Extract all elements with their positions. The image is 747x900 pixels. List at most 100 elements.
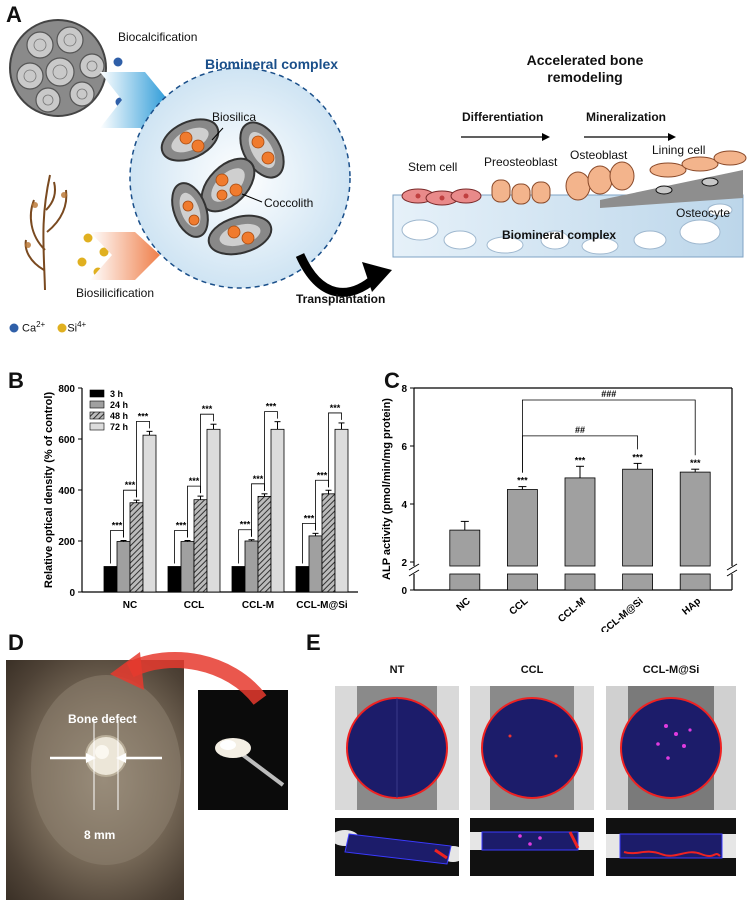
legend-swatch	[89, 422, 105, 431]
significance-stars: ***	[112, 520, 123, 530]
si-legend-label: Si	[67, 322, 78, 335]
y-tick-label: 800	[58, 384, 75, 395]
x-category-label: CCL	[508, 596, 531, 618]
microct-side-ccl-m-si	[606, 818, 736, 876]
significance-bracket	[136, 420, 150, 498]
y-axis-title: Relative optical density (% of control)	[43, 392, 55, 589]
significance-stars: ***	[575, 455, 586, 465]
accelerated-remodeling-title: Accelerated bone remodeling	[505, 52, 665, 86]
significance-stars: ***	[125, 480, 136, 490]
coccolith-label: Coccolith	[264, 196, 314, 210]
bone-defect-label: Bone defect	[68, 712, 137, 726]
bar	[506, 489, 538, 567]
biomineral-complex-label: Biomineral complex	[502, 228, 617, 242]
bar-72h	[334, 428, 349, 593]
column-label-ccl: CCL	[520, 664, 544, 676]
legend-label: 72 h	[110, 422, 128, 432]
x-category-label: NC	[123, 600, 137, 611]
transplantation-arrow	[295, 253, 378, 297]
significance-stars: ***	[266, 402, 277, 412]
axis-break-mark	[726, 569, 738, 577]
y-tick-label: 2	[401, 558, 407, 569]
bar-lower-segment	[679, 573, 711, 591]
bar-72h	[270, 428, 285, 593]
bar-48h	[321, 493, 336, 593]
panel-b-letter: B	[8, 368, 24, 393]
defect-size-label: 8 mm	[84, 828, 116, 842]
y-tick-label: 6	[401, 442, 407, 453]
significance-bracket	[328, 412, 342, 488]
biosilicification-label: Biosilicification	[76, 286, 155, 300]
panel-a-letter: A	[6, 2, 22, 27]
legend-swatch	[89, 400, 105, 409]
bar-lower-segment	[506, 573, 538, 591]
osteoblast-label: Osteoblast	[570, 148, 628, 162]
biomineral-complex-title: Biomineral complex	[205, 56, 339, 72]
microct-top-nt	[335, 686, 459, 810]
stem-cell-label: Stem cell	[408, 160, 458, 174]
legend-label: 24 h	[110, 400, 128, 410]
bar-lower-segment	[564, 573, 596, 591]
x-category-label: CCL-M	[556, 596, 588, 625]
osteocyte-label: Osteocyte	[676, 206, 731, 220]
accelerated-title-line2: remodeling	[547, 69, 623, 85]
defect-photo-overlay	[31, 675, 181, 865]
significance-stars: ***	[202, 404, 213, 414]
microct-top-ccl-m-si	[606, 686, 736, 810]
bar-72h	[142, 434, 157, 593]
rat-calvaria-photo	[6, 660, 184, 900]
significance-stars: ***	[138, 411, 149, 421]
y-tick-label: 200	[58, 537, 75, 548]
biosilicification-arrow	[90, 232, 160, 280]
preosteoblast-label: Preosteoblast	[484, 155, 558, 169]
bar-24h	[180, 541, 195, 593]
coccolithophore-image	[9, 19, 107, 117]
significance-stars: ***	[330, 403, 341, 413]
significance-stars: ***	[189, 476, 200, 486]
bar-3h	[103, 566, 118, 593]
comparison-bracket	[521, 399, 696, 473]
lining-cells	[649, 150, 747, 178]
significance-stars: ***	[304, 513, 315, 523]
axis-break-mark	[726, 563, 738, 571]
mineralization-label: Mineralization	[586, 110, 667, 124]
y-tick-label: 600	[58, 435, 75, 446]
comparison-label: ###	[601, 389, 616, 399]
y-tick-label: 0	[401, 586, 407, 597]
y-tick-label: 0	[69, 588, 75, 599]
biocalcification-label: Biocalcification	[118, 30, 198, 44]
bar-lower-segment	[449, 573, 481, 591]
bar-3h	[231, 566, 246, 593]
panel-c-letter: C	[384, 368, 400, 393]
significance-stars: ***	[317, 470, 328, 480]
panel-e-letter: E	[306, 630, 321, 655]
significance-stars: ***	[517, 476, 528, 486]
microct-side-ccl	[470, 818, 594, 876]
significance-stars: ***	[690, 458, 701, 468]
legend-label: 48 h	[110, 411, 128, 421]
y-tick-label: 8	[401, 384, 407, 395]
biomineral-sample-photo	[198, 690, 288, 810]
panel-a-graphic	[9, 19, 747, 333]
significance-bracket	[264, 411, 278, 491]
bar	[564, 477, 596, 567]
ca-legend-sup: 2+	[36, 320, 46, 329]
bar-3h	[295, 566, 310, 593]
x-category-label: CCL	[184, 600, 205, 611]
axis-break-mark	[408, 569, 420, 577]
comparison-label: ##	[575, 425, 585, 435]
bar-48h	[193, 499, 208, 593]
preosteoblasts	[491, 179, 551, 205]
bar	[449, 529, 481, 567]
y-tick-label: 400	[58, 486, 75, 497]
significance-stars: ***	[253, 474, 264, 484]
panel-d-letter: D	[8, 630, 24, 655]
y-axis-title: ALP activity (pmol/min/mg protein)	[381, 398, 393, 580]
x-category-label: CCL-M@Si	[296, 600, 348, 611]
y-tick-label: 4	[401, 500, 407, 511]
bar-24h	[116, 541, 131, 593]
x-category-label: NC	[455, 596, 473, 614]
bar-48h	[129, 502, 144, 593]
significance-stars: ***	[240, 520, 251, 530]
